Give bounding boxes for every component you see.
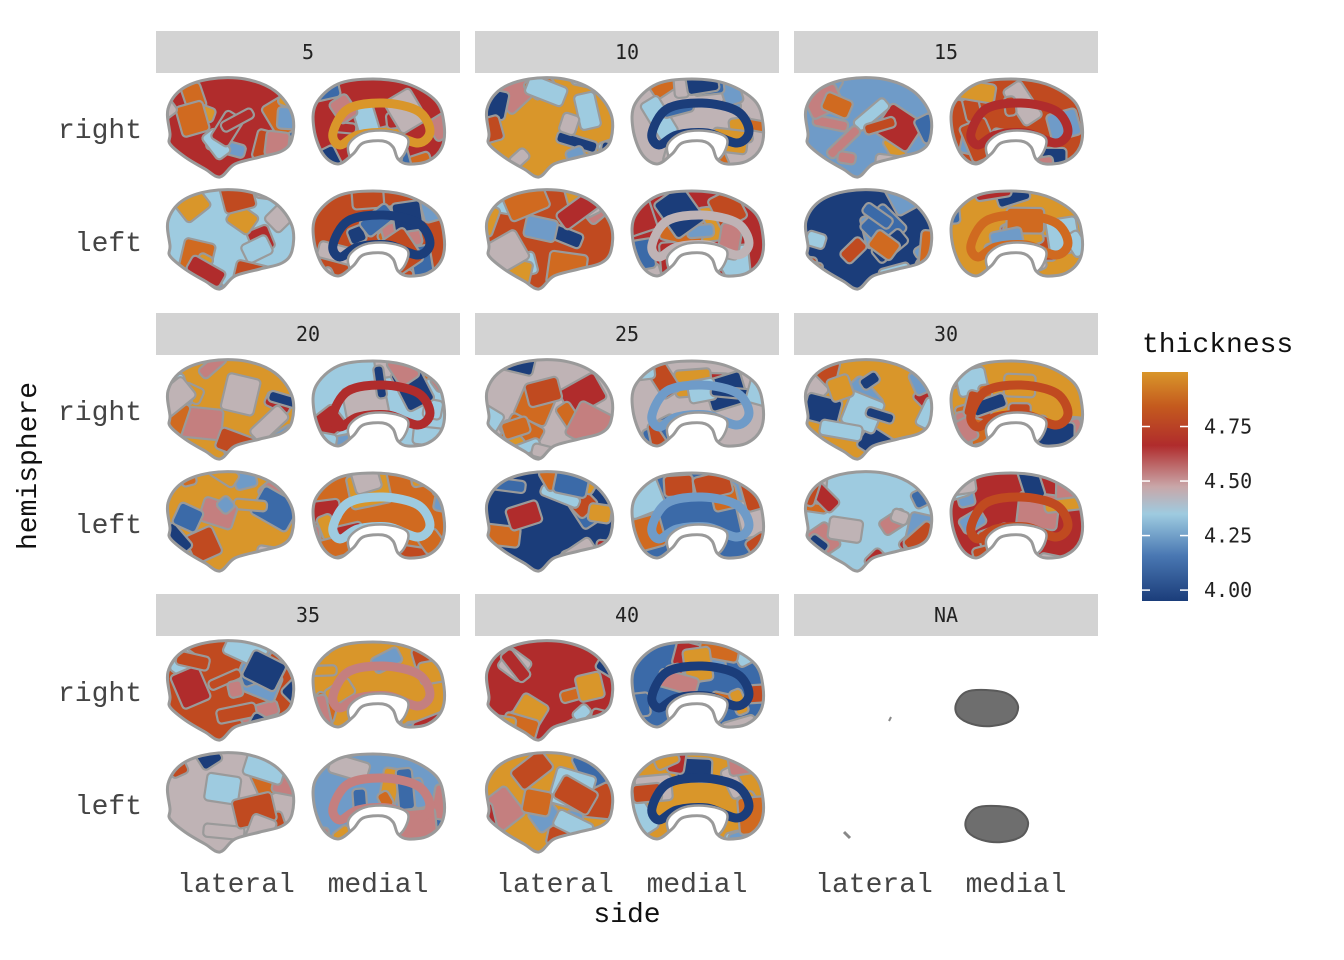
row-label-left: left — [75, 511, 142, 542]
brain-left-lateral — [165, 470, 296, 573]
facet-panel-5: 5 — [156, 31, 460, 291]
x-tick-medial: medial — [647, 870, 748, 901]
facet-strip-label: 25 — [615, 322, 639, 346]
facet-panel-25: 25 — [475, 313, 779, 573]
legend-tick-label: 4.25 — [1204, 524, 1252, 548]
facet-strip-label: 10 — [615, 40, 639, 64]
legend-title: thickness — [1142, 330, 1293, 361]
brain-right-lateral — [165, 639, 296, 742]
facet-strip — [156, 313, 460, 355]
facet-panel-15: 15 — [794, 31, 1098, 291]
facet-strip — [156, 31, 460, 73]
facet-panel-20: 20 — [156, 313, 460, 573]
row-label-right: right — [58, 679, 142, 710]
brain-right-lateral — [165, 358, 296, 461]
brain-left-lateral — [165, 188, 296, 291]
brain-right-medial — [630, 359, 766, 448]
brain-left-lateral — [165, 751, 296, 854]
na-brain-left-medial — [964, 804, 1030, 844]
facet-strip-label: 40 — [615, 603, 639, 627]
brain-left-medial — [630, 752, 766, 841]
row-label-left: left — [75, 229, 142, 260]
facet-panels: 5 right left 10 15 20 right left 25 30 35 right left… — [58, 31, 1098, 901]
brain-left-medial — [311, 189, 447, 278]
na-brain-right-medial — [954, 688, 1020, 728]
brain-left-lateral — [484, 751, 615, 854]
brain-left-lateral — [803, 188, 934, 291]
brain-right-medial — [311, 77, 447, 166]
x-tick-lateral: lateral — [496, 870, 614, 901]
facet-strip-label: NA — [934, 603, 958, 627]
facet-panel-30: 30 — [794, 313, 1098, 573]
legend-tick-label: 4.50 — [1204, 469, 1252, 493]
brain-right-medial — [311, 359, 447, 448]
facet-strip-label: 15 — [934, 40, 958, 64]
facet-panel-NA: NA — [794, 594, 1098, 844]
y-axis-title: hemisphere — [14, 382, 45, 550]
x-tick-lateral: lateral — [815, 870, 933, 901]
legend-colorbar — [1142, 372, 1188, 601]
facet-strip-label: 35 — [296, 603, 320, 627]
facet-strip — [794, 313, 1098, 355]
x-axis-title: side — [593, 900, 660, 931]
na-speck — [842, 830, 852, 840]
na-speck — [888, 716, 892, 722]
brain-right-medial — [311, 640, 447, 729]
brain-left-medial — [949, 189, 1085, 278]
brain-right-lateral — [484, 358, 615, 461]
facet-strip-label: 5 — [302, 40, 314, 64]
row-label-right: right — [58, 398, 142, 429]
facet-strip — [475, 31, 779, 73]
x-tick-lateral: lateral — [177, 870, 295, 901]
facet-strip — [156, 594, 460, 636]
facet-strip — [794, 31, 1098, 73]
facet-strip — [475, 594, 779, 636]
brain-left-lateral — [803, 470, 934, 573]
x-tick-medial: medial — [966, 870, 1067, 901]
brain-right-medial — [949, 77, 1085, 166]
facet-strip — [475, 313, 779, 355]
legend-ticks: 4.00 4.25 4.50 4.75 — [1142, 415, 1252, 602]
brain-left-medial — [311, 752, 447, 841]
brain-left-medial — [630, 189, 766, 278]
legend-tick-label: 4.00 — [1204, 578, 1252, 602]
x-tick-medial: medial — [328, 870, 429, 901]
row-label-left: left — [75, 792, 142, 823]
brain-right-medial — [949, 359, 1085, 448]
legend: thickness 4.00 4.25 4.50 4.75 — [1142, 330, 1293, 602]
brain-left-lateral — [484, 470, 615, 573]
brain-right-lateral — [165, 76, 296, 179]
facet-panel-10: 10 — [475, 31, 779, 291]
facet-panel-40: 40 — [475, 594, 779, 854]
brain-right-lateral — [484, 639, 615, 742]
facet-panel-35: 35 — [156, 594, 460, 854]
brain-left-medial — [311, 471, 447, 560]
facet-strip-label: 30 — [934, 322, 958, 346]
brain-left-medial — [630, 471, 766, 560]
brain-left-medial — [949, 471, 1085, 560]
brain-right-lateral — [484, 76, 615, 179]
brain-right-medial — [630, 640, 766, 729]
row-label-right: right — [58, 116, 142, 147]
brain-right-medial — [630, 77, 766, 166]
brain-left-lateral — [484, 188, 615, 291]
legend-tick-label: 4.75 — [1204, 415, 1252, 439]
facet-strip — [794, 594, 1098, 636]
facet-strip-label: 20 — [296, 322, 320, 346]
brain-right-lateral — [803, 358, 934, 461]
